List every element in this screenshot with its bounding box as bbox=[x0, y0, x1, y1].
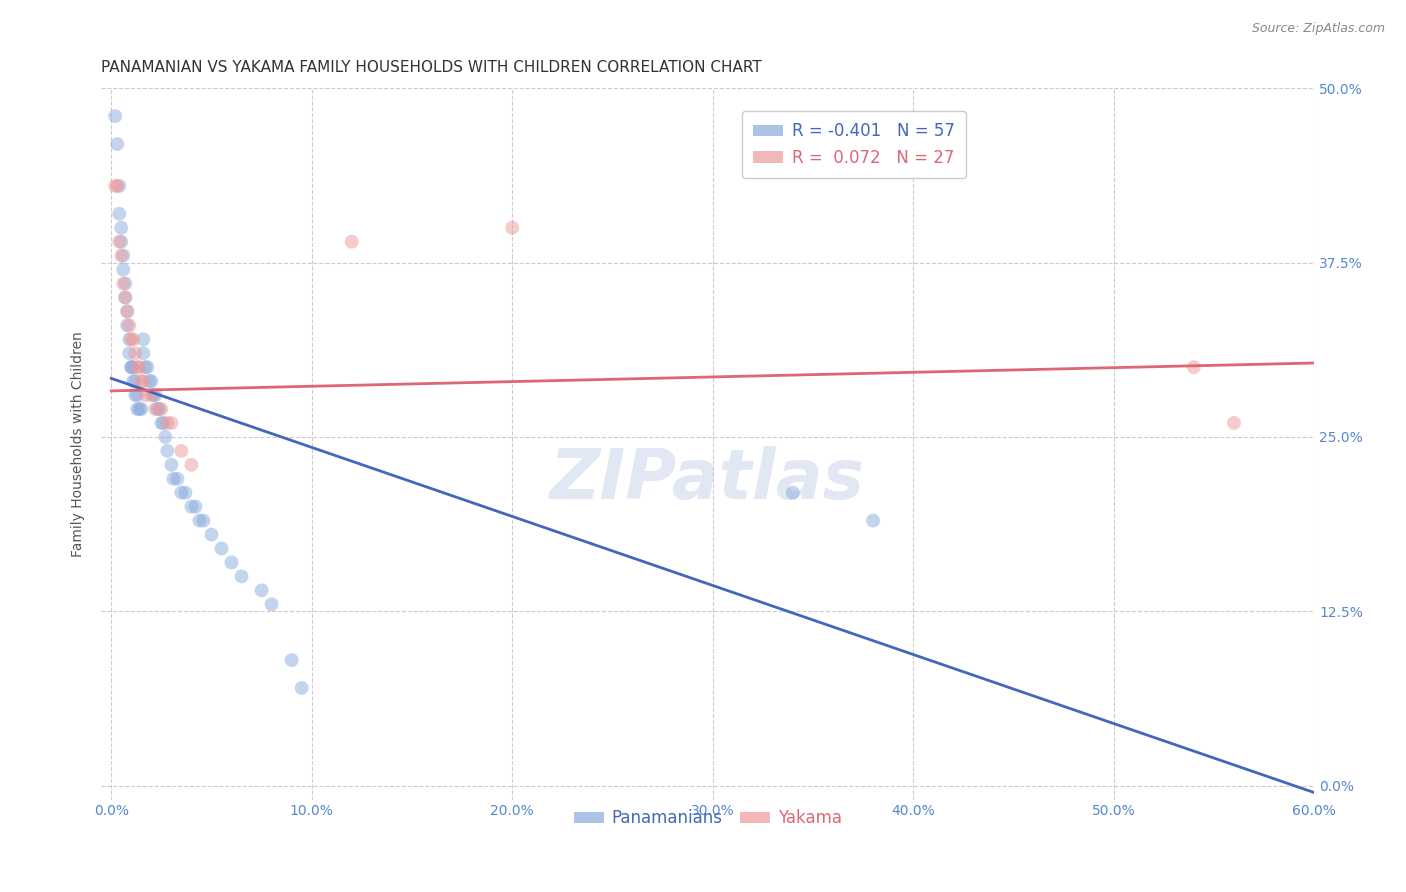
Point bbox=[148, 402, 170, 417]
Point bbox=[142, 388, 165, 402]
Point bbox=[166, 472, 188, 486]
Point bbox=[155, 430, 177, 444]
Point bbox=[501, 220, 523, 235]
Point bbox=[128, 360, 150, 375]
Point bbox=[862, 514, 884, 528]
Point bbox=[280, 653, 302, 667]
Point bbox=[114, 290, 136, 304]
Point bbox=[160, 416, 183, 430]
Point bbox=[174, 485, 197, 500]
Point bbox=[156, 416, 179, 430]
Point bbox=[221, 556, 243, 570]
Point bbox=[132, 346, 155, 360]
Point bbox=[131, 374, 153, 388]
Point bbox=[124, 388, 146, 402]
Point bbox=[108, 178, 131, 193]
Point bbox=[170, 485, 193, 500]
Point bbox=[104, 109, 127, 123]
Point bbox=[112, 262, 135, 277]
Point bbox=[132, 332, 155, 346]
Point bbox=[141, 374, 163, 388]
Point bbox=[170, 443, 193, 458]
Point bbox=[105, 136, 128, 151]
Point bbox=[108, 207, 131, 221]
Point bbox=[291, 681, 314, 695]
Point bbox=[180, 458, 202, 472]
Legend: Panamanians, Yakama: Panamanians, Yakama bbox=[567, 803, 848, 834]
Point bbox=[146, 402, 169, 417]
Point bbox=[117, 304, 139, 318]
Point bbox=[120, 360, 142, 375]
Point bbox=[138, 374, 160, 388]
Point bbox=[188, 514, 211, 528]
Point bbox=[250, 583, 273, 598]
Point bbox=[1223, 416, 1246, 430]
Point bbox=[131, 402, 153, 417]
Point bbox=[211, 541, 233, 556]
Point bbox=[260, 597, 283, 611]
Point bbox=[127, 360, 149, 375]
Point bbox=[112, 277, 135, 291]
Point bbox=[340, 235, 363, 249]
Point bbox=[122, 360, 145, 375]
Point bbox=[141, 388, 163, 402]
Point bbox=[152, 416, 174, 430]
Point bbox=[120, 360, 142, 375]
Point bbox=[180, 500, 202, 514]
Point bbox=[110, 235, 132, 249]
Point bbox=[118, 332, 141, 346]
Point bbox=[150, 402, 173, 417]
Point bbox=[110, 249, 132, 263]
Point bbox=[136, 360, 159, 375]
Point bbox=[134, 388, 156, 402]
Point bbox=[110, 220, 132, 235]
Point bbox=[105, 178, 128, 193]
Point bbox=[200, 527, 222, 541]
Point bbox=[122, 332, 145, 346]
Point bbox=[124, 374, 146, 388]
Point bbox=[143, 402, 166, 417]
Point bbox=[128, 402, 150, 417]
Point bbox=[156, 443, 179, 458]
Point bbox=[782, 485, 804, 500]
Point bbox=[150, 416, 173, 430]
Point bbox=[193, 514, 215, 528]
Point bbox=[117, 304, 139, 318]
Text: Source: ZipAtlas.com: Source: ZipAtlas.com bbox=[1251, 22, 1385, 36]
Point bbox=[112, 249, 135, 263]
Point bbox=[134, 360, 156, 375]
Text: PANAMANIAN VS YAKAMA FAMILY HOUSEHOLDS WITH CHILDREN CORRELATION CHART: PANAMANIAN VS YAKAMA FAMILY HOUSEHOLDS W… bbox=[101, 60, 762, 75]
Point bbox=[184, 500, 207, 514]
Point bbox=[118, 318, 141, 333]
Text: ZIPatlas: ZIPatlas bbox=[550, 446, 865, 513]
Point bbox=[108, 235, 131, 249]
Point bbox=[160, 458, 183, 472]
Point bbox=[117, 318, 139, 333]
Point bbox=[114, 290, 136, 304]
Point bbox=[120, 332, 142, 346]
Point bbox=[132, 374, 155, 388]
Point bbox=[231, 569, 253, 583]
Point bbox=[162, 472, 184, 486]
Point bbox=[118, 346, 141, 360]
Y-axis label: Family Households with Children: Family Households with Children bbox=[72, 331, 86, 557]
Point bbox=[127, 388, 149, 402]
Point bbox=[1182, 360, 1205, 375]
Point bbox=[122, 374, 145, 388]
Point bbox=[104, 178, 127, 193]
Point bbox=[127, 402, 149, 417]
Point bbox=[124, 346, 146, 360]
Point bbox=[114, 277, 136, 291]
Point bbox=[143, 388, 166, 402]
